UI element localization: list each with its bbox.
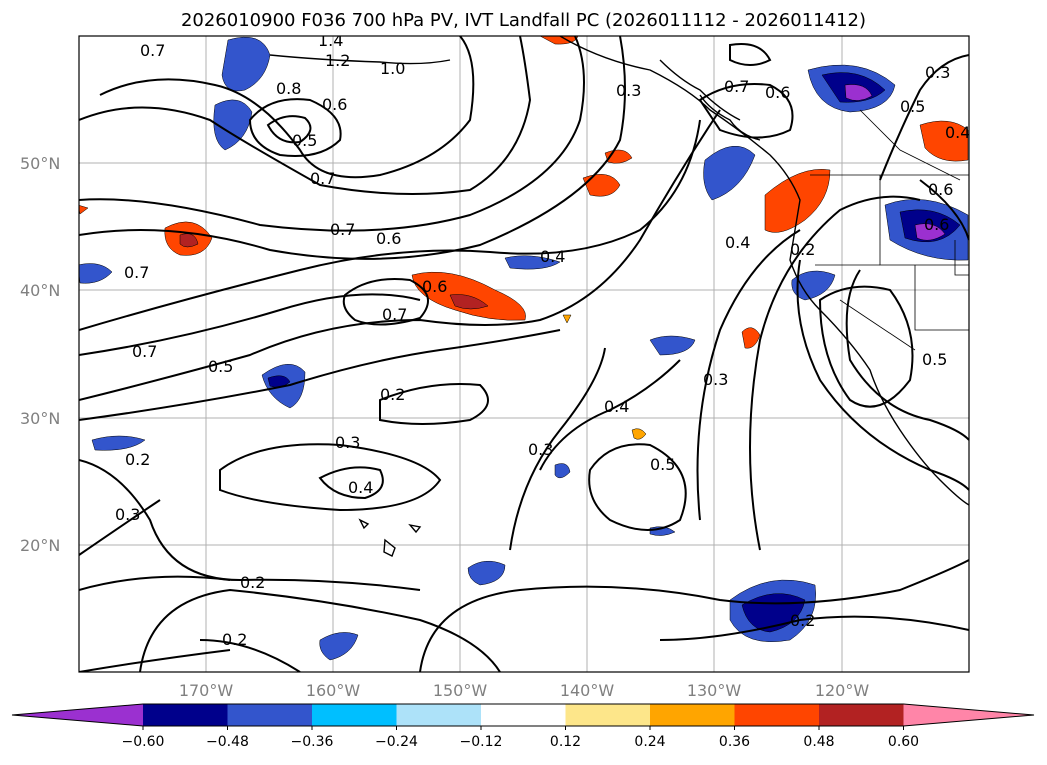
contour-label: 0.2 — [240, 573, 265, 592]
contour-label: 0.2 — [790, 611, 815, 630]
contour-label: 0.6 — [924, 215, 949, 234]
contour-label: 0.2 — [790, 240, 815, 259]
contour-label: 0.3 — [335, 433, 360, 452]
contour-label: 0.4 — [945, 123, 970, 142]
contour-label: 0.5 — [900, 97, 925, 116]
colorbar-tick-label: 0.60 — [888, 734, 919, 750]
contour-label: 0.8 — [276, 79, 301, 98]
lat-label-30n: 30°N — [20, 409, 60, 428]
lon-label-140w: 140°W — [560, 681, 615, 700]
contour-label: 0.6 — [928, 180, 953, 199]
colorbar-segment — [143, 704, 228, 726]
colorbar-segment — [650, 704, 735, 726]
colorbar-segment — [396, 704, 482, 726]
contour-label: 0.7 — [132, 342, 157, 361]
map-title: 2026010900 F036 700 hPa PV, IVT Landfall… — [180, 10, 867, 31]
colorbar-segment — [481, 704, 566, 726]
colorbar-extend-low — [12, 704, 143, 726]
contour-label: 0.4 — [540, 247, 565, 266]
contour-label: 0.5 — [650, 455, 675, 474]
colorbar-segment — [312, 704, 397, 726]
colorbar-tick-label: 0.12 — [550, 734, 581, 750]
colorbar-segment — [565, 704, 651, 726]
contour-label: 0.4 — [604, 397, 629, 416]
contour-label: 0.3 — [528, 440, 553, 459]
contour-label: 0.6 — [376, 229, 401, 248]
lon-label-170w: 170°W — [179, 681, 234, 700]
map-border — [78, 35, 970, 673]
colorbar-segment — [819, 704, 904, 726]
contour-label: 0.7 — [724, 77, 749, 96]
contour-label: 0.5 — [208, 357, 233, 376]
contour-label: 0.7 — [382, 305, 407, 324]
contour-label: 1.4 — [318, 31, 343, 50]
colorbar-tick-label: 0.24 — [634, 734, 665, 750]
pv-contours — [79, 36, 969, 672]
colorbar-tick-label: −0.36 — [291, 734, 334, 750]
lat-label-50n: 50°N — [20, 154, 60, 173]
colorbar-segment — [227, 704, 313, 726]
colorbar: −0.60 −0.48 −0.36 −0.24 −0.12 0.12 0.24 0.36 0.4… — [11, 703, 1035, 750]
contour-label: 0.7 — [330, 220, 355, 239]
lon-label-120w: 120°W — [815, 681, 870, 700]
contour-label: 0.7 — [140, 41, 165, 60]
colorbar-segment — [734, 704, 820, 726]
longitude-labels: 170°W 160°W 150°W 140°W 130°W 120°W — [179, 681, 870, 700]
lon-label-150w: 150°W — [433, 681, 488, 700]
pv-positive-fills — [79, 36, 969, 440]
colorbar-tick-label: −0.48 — [206, 734, 249, 750]
lat-label-40n: 40°N — [20, 281, 60, 300]
contour-label: 0.5 — [922, 350, 947, 369]
contour-label: 0.3 — [115, 505, 140, 524]
lon-label-130w: 130°W — [687, 681, 742, 700]
colorbar-extend-high — [903, 704, 1034, 726]
gridlines — [79, 36, 969, 672]
contour-label: 0.7 — [124, 263, 149, 282]
contour-label: 0.6 — [422, 277, 447, 296]
lat-label-20n: 20°N — [20, 536, 60, 555]
contour-label: 0.3 — [925, 63, 950, 82]
state-borders — [810, 109, 969, 351]
contour-label: 0.3 — [616, 81, 641, 100]
contour-label: 0.4 — [348, 478, 373, 497]
colorbar-tick-label: 0.36 — [719, 734, 750, 750]
colorbar-tick-label: −0.60 — [122, 734, 165, 750]
contour-label: 0.5 — [292, 131, 317, 150]
colorbar-tick-label: 0.48 — [803, 734, 834, 750]
colorbar-tick-label: −0.12 — [460, 734, 503, 750]
contour-label: 0.6 — [765, 83, 790, 102]
lon-label-160w: 160°W — [306, 681, 361, 700]
contour-label: 0.6 — [322, 95, 347, 114]
contour-label: 0.2 — [380, 385, 405, 404]
latitude-labels: 50°N 40°N 30°N 20°N — [20, 154, 60, 555]
pv-negative-fills — [79, 36, 969, 661]
contour-labels: 0.7 1.4 1.2 1.0 0.8 0.6 0.5 0.7 0.7 0.6 … — [115, 31, 970, 649]
contour-label: 0.4 — [725, 233, 750, 252]
contour-label: 0.3 — [703, 370, 728, 389]
contour-label: 1.0 — [380, 59, 405, 78]
coastlines — [269, 36, 969, 557]
contour-label: 0.2 — [125, 450, 150, 469]
contour-label: 0.2 — [222, 630, 247, 649]
contour-label: 1.2 — [325, 51, 350, 70]
colorbar-tick-label: −0.24 — [375, 734, 418, 750]
contour-label: 0.7 — [310, 169, 335, 188]
